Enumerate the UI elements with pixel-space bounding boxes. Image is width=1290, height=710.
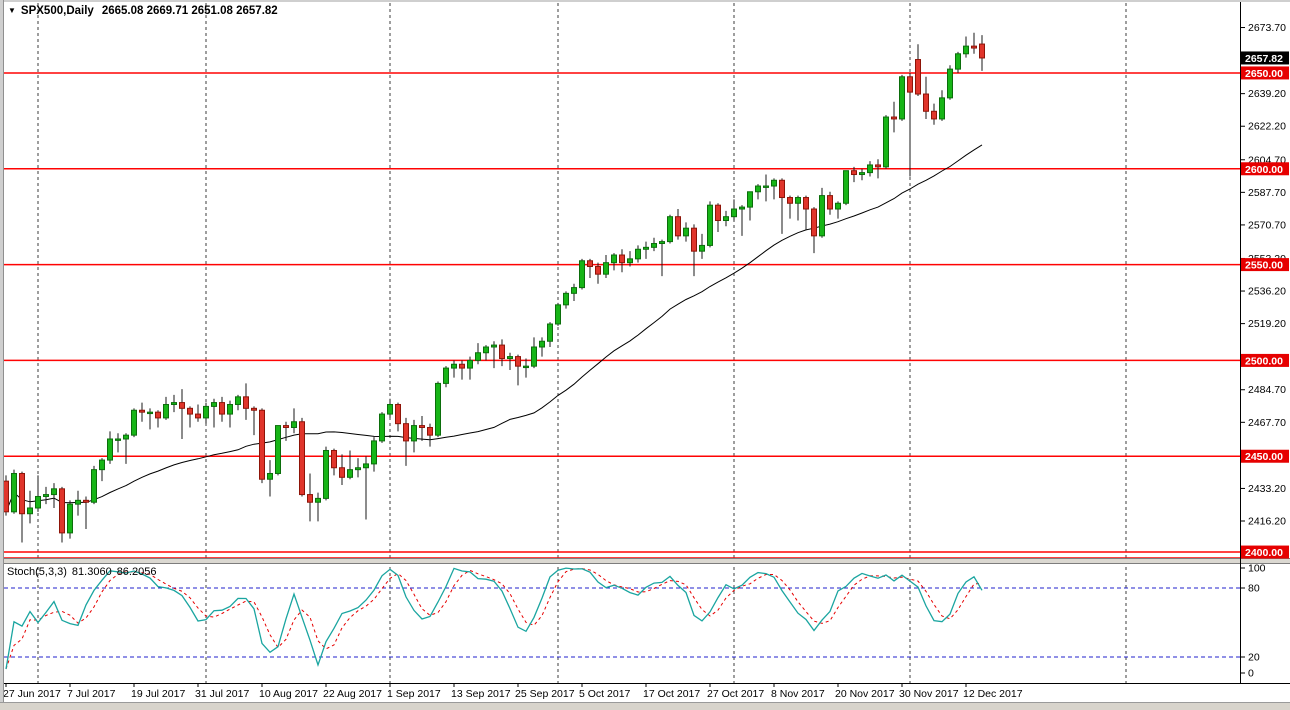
svg-text:2587.70: 2587.70 bbox=[1248, 187, 1286, 199]
chart-title-bar: ▼ SPX500,Daily 2665.08 2669.71 2651.08 265… bbox=[8, 5, 278, 17]
svg-text:2416.20: 2416.20 bbox=[1248, 516, 1286, 528]
svg-text:1 Sep 2017: 1 Sep 2017 bbox=[387, 688, 441, 700]
svg-text:0: 0 bbox=[1248, 668, 1254, 680]
stoch-indicator-label: Stoch(5,3,3) 81.3060 86.2056 bbox=[7, 566, 161, 578]
svg-text:19 Jul 2017: 19 Jul 2017 bbox=[131, 688, 185, 700]
time-axis[interactable]: 27 Jun 2017 7 Jul 2017 19 Jul 2017 31 Jul 2… bbox=[3, 683, 1290, 700]
svg-text:20 Nov 2017: 20 Nov 2017 bbox=[835, 688, 895, 700]
svg-text:7 Jul 2017: 7 Jul 2017 bbox=[67, 688, 116, 700]
candles-layer[interactable] bbox=[3, 32, 985, 543]
svg-text:2519.20: 2519.20 bbox=[1248, 318, 1286, 330]
price-axis[interactable]: 2673.702639.202622.202604.702587.702570.… bbox=[1240, 2, 1290, 683]
svg-text:2639.20: 2639.20 bbox=[1248, 88, 1286, 100]
svg-text:2570.70: 2570.70 bbox=[1248, 219, 1286, 231]
svg-text:2450.00: 2450.00 bbox=[1245, 451, 1283, 463]
stoch-d-value: 86.2056 bbox=[116, 566, 157, 578]
stoch-d-line bbox=[5, 568, 983, 670]
svg-text:2657.82: 2657.82 bbox=[1245, 53, 1283, 65]
svg-text:17 Oct 2017: 17 Oct 2017 bbox=[643, 688, 700, 700]
svg-text:27 Oct 2017: 27 Oct 2017 bbox=[707, 688, 764, 700]
stoch-k-value: 81.3060 bbox=[71, 566, 112, 578]
svg-text:2400.00: 2400.00 bbox=[1245, 547, 1283, 559]
svg-text:2622.20: 2622.20 bbox=[1248, 121, 1286, 133]
current-price-tag bbox=[1241, 51, 1289, 65]
svg-text:22 Aug 2017: 22 Aug 2017 bbox=[323, 688, 382, 700]
svg-text:2484.70: 2484.70 bbox=[1248, 384, 1286, 396]
svg-text:2536.20: 2536.20 bbox=[1248, 286, 1286, 298]
symbol-period-label: SPX500,Daily bbox=[20, 5, 94, 17]
svg-text:30 Nov 2017: 30 Nov 2017 bbox=[899, 688, 959, 700]
symbol-dropdown-icon[interactable]: ▼ bbox=[8, 6, 16, 15]
svg-text:12 Dec 2017: 12 Dec 2017 bbox=[963, 688, 1023, 700]
svg-text:2600.00: 2600.00 bbox=[1245, 164, 1283, 176]
svg-text:2500.00: 2500.00 bbox=[1245, 355, 1283, 367]
svg-text:2550.00: 2550.00 bbox=[1245, 260, 1283, 272]
svg-text:5 Oct 2017: 5 Oct 2017 bbox=[579, 688, 631, 700]
svg-text:2673.70: 2673.70 bbox=[1248, 22, 1286, 34]
svg-text:8 Nov 2017: 8 Nov 2017 bbox=[771, 688, 825, 700]
ohlc-values: 2665.08 2669.71 2651.08 2657.82 bbox=[101, 5, 278, 17]
pane-separator[interactable] bbox=[0, 558, 1290, 564]
stoch-k-line bbox=[5, 567, 983, 670]
svg-text:25 Sep 2017: 25 Sep 2017 bbox=[515, 688, 575, 700]
svg-text:100: 100 bbox=[1248, 563, 1266, 575]
svg-text:20: 20 bbox=[1248, 652, 1260, 664]
svg-text:2650.00: 2650.00 bbox=[1245, 68, 1283, 80]
svg-text:2467.70: 2467.70 bbox=[1248, 417, 1286, 429]
svg-text:80: 80 bbox=[1248, 583, 1260, 595]
svg-text:2433.20: 2433.20 bbox=[1248, 483, 1286, 495]
stoch-pane[interactable] bbox=[5, 567, 983, 670]
svg-text:31 Jul 2017: 31 Jul 2017 bbox=[195, 688, 249, 700]
svg-text:13 Sep 2017: 13 Sep 2017 bbox=[451, 688, 511, 700]
svg-text:10 Aug 2017: 10 Aug 2017 bbox=[259, 688, 318, 700]
svg-text:27 Jun 2017: 27 Jun 2017 bbox=[3, 688, 61, 700]
stoch-name: Stoch(5,3,3) bbox=[7, 566, 67, 578]
